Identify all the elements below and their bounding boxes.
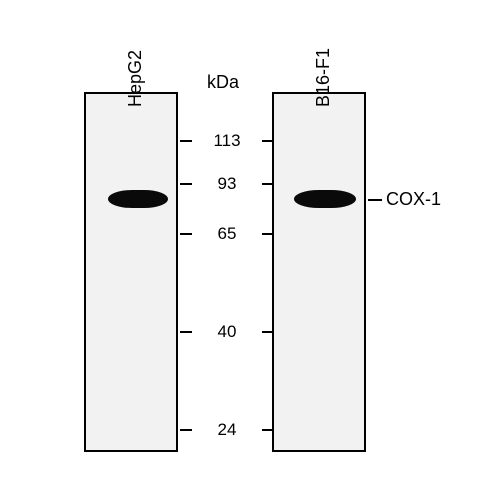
marker-value: 113 bbox=[196, 131, 258, 151]
protein-label-cox1: COX-1 bbox=[368, 189, 441, 210]
blot-figure: HepG2 B16-F1 kDa 113 93 65 40 24 COX-1 bbox=[0, 0, 500, 500]
marker-tick-right bbox=[262, 183, 274, 185]
marker-tick-left bbox=[180, 233, 192, 235]
marker-tick-right bbox=[262, 331, 274, 333]
lane-label-b16f1: B16-F1 bbox=[313, 48, 334, 107]
mw-marker-24: 24 bbox=[180, 420, 274, 440]
marker-tick-left bbox=[180, 429, 192, 431]
marker-value: 24 bbox=[196, 420, 258, 440]
lane-hepg2 bbox=[84, 92, 178, 452]
band-b16f1 bbox=[294, 190, 356, 208]
marker-tick-left bbox=[180, 331, 192, 333]
mw-marker-113: 113 bbox=[180, 131, 274, 151]
marker-tick-left bbox=[180, 140, 192, 142]
protein-label-text: COX-1 bbox=[386, 189, 441, 210]
marker-tick-left bbox=[180, 183, 192, 185]
protein-tick bbox=[368, 199, 382, 201]
marker-value: 65 bbox=[196, 224, 258, 244]
mw-marker-65: 65 bbox=[180, 224, 274, 244]
marker-tick-right bbox=[262, 233, 274, 235]
mw-marker-93: 93 bbox=[180, 174, 274, 194]
marker-tick-right bbox=[262, 429, 274, 431]
marker-value: 40 bbox=[196, 322, 258, 342]
marker-tick-right bbox=[262, 140, 274, 142]
lane-label-hepg2: HepG2 bbox=[125, 50, 146, 107]
marker-value: 93 bbox=[196, 174, 258, 194]
band-hepg2 bbox=[108, 190, 168, 208]
mw-marker-40: 40 bbox=[180, 322, 274, 342]
lane-b16f1 bbox=[272, 92, 366, 452]
unit-label-kda: kDa bbox=[207, 72, 239, 93]
